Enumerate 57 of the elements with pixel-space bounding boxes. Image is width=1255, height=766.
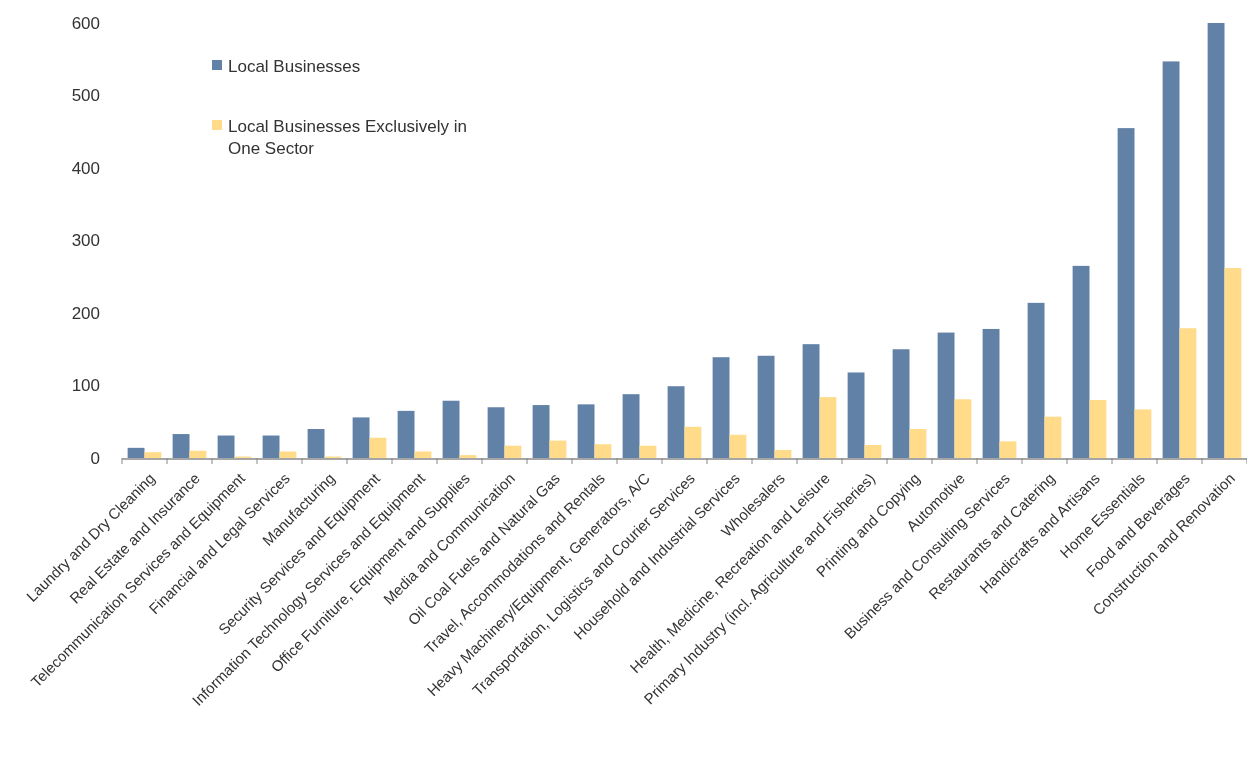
- bar: [594, 444, 612, 458]
- bar: [1072, 265, 1090, 458]
- bar: [279, 451, 297, 458]
- bar: [414, 451, 432, 458]
- bar: [577, 404, 595, 458]
- bar: [307, 429, 325, 458]
- bar: [352, 417, 370, 458]
- bar: [217, 435, 235, 458]
- y-tick-label: 600: [71, 13, 100, 33]
- bar: [1044, 416, 1062, 458]
- y-tick-label: 500: [71, 86, 100, 106]
- bar: [909, 429, 927, 458]
- bar: [532, 405, 550, 458]
- bar: [127, 447, 145, 458]
- y-tick-label: 400: [71, 158, 100, 178]
- bar: [487, 407, 505, 458]
- bar: [802, 344, 820, 458]
- bar: [954, 399, 972, 458]
- bar: [442, 400, 460, 458]
- bar: [667, 386, 685, 458]
- bar: [144, 452, 162, 458]
- y-tick-label: 0: [90, 448, 100, 468]
- bar: [892, 349, 910, 458]
- bar: [1027, 302, 1045, 458]
- bar: [937, 332, 955, 458]
- bar: [1224, 268, 1242, 458]
- bar: [864, 444, 882, 458]
- bar: [982, 328, 1000, 458]
- bar: [819, 397, 837, 458]
- bar: [1162, 61, 1180, 458]
- y-tick-label: 300: [71, 231, 100, 251]
- bar: [684, 426, 702, 458]
- bar: [1134, 409, 1152, 458]
- y-tick-label: 200: [71, 303, 100, 323]
- bar: [369, 437, 387, 458]
- bar: [504, 445, 522, 458]
- bar: [262, 435, 280, 458]
- bar: [757, 355, 775, 458]
- legend-label: Local Businesses Exclusively in One Sector: [228, 116, 468, 158]
- bar: [1117, 128, 1135, 458]
- bar: [459, 455, 477, 458]
- bar: [189, 450, 207, 458]
- legend-label: Local Businesses: [228, 56, 361, 76]
- bar: [847, 372, 865, 458]
- bar: [172, 434, 190, 458]
- bar: [1207, 23, 1225, 458]
- bar: [999, 441, 1017, 458]
- bar: [549, 440, 567, 458]
- bar: [622, 394, 640, 458]
- bar: [1089, 400, 1107, 458]
- bar: [397, 410, 415, 458]
- bar: [1179, 328, 1197, 458]
- bar: [639, 445, 657, 458]
- bar: [729, 434, 747, 458]
- bar: [712, 357, 730, 458]
- bar: [774, 450, 792, 458]
- y-tick-label: 100: [71, 376, 100, 396]
